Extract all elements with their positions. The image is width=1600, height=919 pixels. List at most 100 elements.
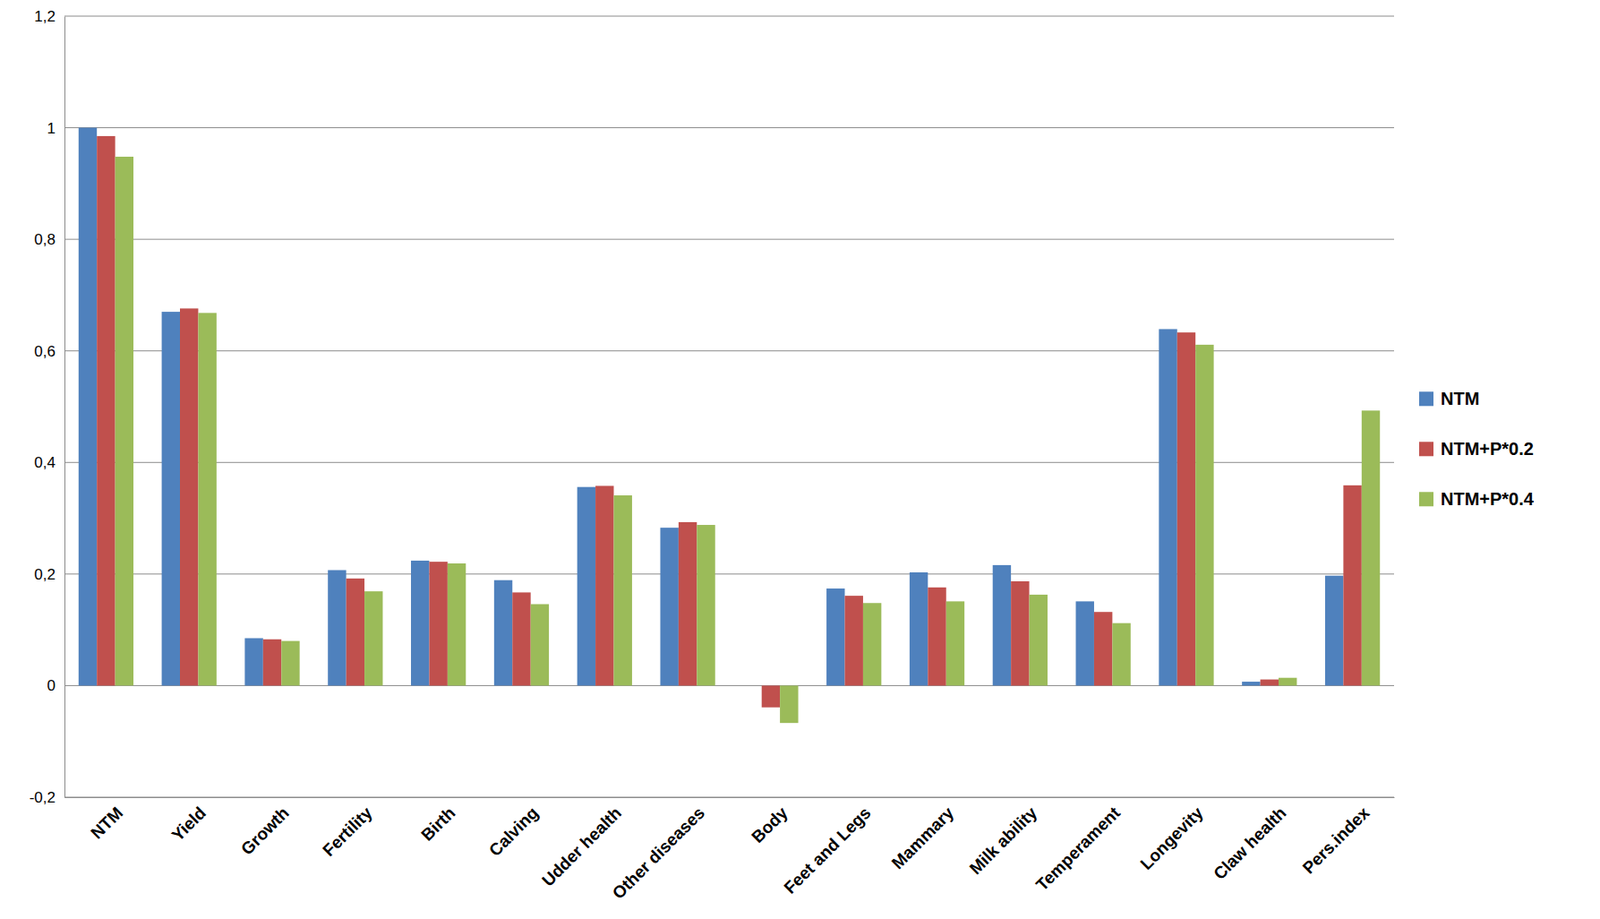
bar bbox=[909, 572, 928, 685]
x-tick-label: Pers.index bbox=[1299, 802, 1374, 877]
bar bbox=[743, 684, 762, 686]
bar bbox=[992, 564, 1011, 686]
bar bbox=[1029, 594, 1048, 686]
bar bbox=[678, 521, 697, 685]
x-axis-line bbox=[65, 796, 1395, 798]
y-tick-label: 0,2 bbox=[34, 565, 56, 583]
bar bbox=[162, 311, 180, 685]
x-tick: Feet and Legs bbox=[779, 796, 874, 898]
grid bbox=[64, 16, 1395, 797]
x-tick-label: Yield bbox=[168, 803, 210, 845]
bar bbox=[78, 128, 97, 686]
bar bbox=[1158, 328, 1177, 685]
bar bbox=[595, 485, 614, 685]
bar bbox=[327, 569, 346, 685]
bar bbox=[1195, 344, 1214, 686]
grid-line bbox=[64, 239, 1395, 240]
x-tick-label: Udder health bbox=[538, 803, 625, 890]
bars bbox=[78, 128, 1380, 724]
legend-swatch bbox=[1419, 441, 1434, 456]
legend-item: NTM+P*0.2 bbox=[1419, 438, 1534, 459]
y-tick: 0,8 bbox=[34, 231, 65, 249]
bar bbox=[244, 637, 263, 685]
bar bbox=[1343, 485, 1361, 686]
bar bbox=[447, 563, 466, 685]
x-tick: Udder health bbox=[538, 796, 625, 890]
y-tick-label: 1 bbox=[47, 119, 56, 137]
bar bbox=[494, 580, 513, 686]
y-tick: 0,6 bbox=[34, 342, 65, 360]
bar bbox=[946, 600, 965, 685]
x-tick: Other diseases bbox=[608, 796, 709, 903]
x-tick-label: Birth bbox=[417, 803, 459, 845]
x-tick-label: Claw health bbox=[1209, 803, 1291, 884]
y-tick: 0,4 bbox=[34, 453, 65, 471]
bar bbox=[179, 308, 198, 685]
x-tick: Mammary bbox=[888, 796, 959, 873]
bar bbox=[1076, 600, 1095, 685]
y-axis-line bbox=[64, 17, 66, 798]
bar bbox=[696, 524, 715, 685]
legend-label: NTM bbox=[1440, 388, 1480, 409]
bar bbox=[410, 560, 429, 686]
legend-item: NTM bbox=[1419, 388, 1480, 409]
bar-series bbox=[78, 128, 1344, 686]
y-tick-label: -0,2 bbox=[29, 788, 56, 806]
grid-line bbox=[64, 127, 1395, 129]
bar bbox=[428, 561, 447, 685]
bar bbox=[115, 156, 134, 685]
bar bbox=[1241, 681, 1260, 685]
x-tick-label: Other diseases bbox=[608, 803, 709, 903]
plot: -0,200,20,40,60,811,2NTMYieldGrowthFerti… bbox=[29, 8, 1395, 903]
bar-series bbox=[115, 156, 1381, 723]
legend: NTM NTM+P*0.2 NTM+P*0.4 bbox=[1419, 388, 1535, 509]
x-tick-label: Longevity bbox=[1137, 802, 1208, 873]
y-tick: 0 bbox=[47, 676, 65, 694]
bar bbox=[826, 588, 845, 685]
bar bbox=[197, 312, 216, 685]
x-tick: Body bbox=[747, 796, 792, 847]
y-axis: -0,2 0 0,2 0,4 0,6 0,8 1 1,2 bbox=[29, 8, 66, 806]
x-axis: NTMYieldGrowthFertilityBirthCalvingUdder… bbox=[65, 796, 1395, 903]
y-tick-label: 0 bbox=[47, 676, 56, 694]
grid-line bbox=[64, 16, 1395, 18]
x-tick: Milk ability bbox=[966, 796, 1042, 878]
bar bbox=[96, 136, 115, 686]
x-tick-label: Mammary bbox=[888, 802, 959, 873]
bar bbox=[1010, 581, 1029, 685]
x-tick-label: Body bbox=[747, 802, 792, 847]
bar bbox=[863, 602, 882, 685]
x-tick: Longevity bbox=[1137, 796, 1208, 873]
bar bbox=[1177, 332, 1196, 685]
y-tick: 1,2 bbox=[34, 8, 65, 26]
x-tick-label: NTM bbox=[86, 803, 127, 843]
bar bbox=[346, 578, 365, 686]
x-tick-label: Calving bbox=[485, 803, 542, 860]
bar bbox=[659, 527, 678, 685]
bar bbox=[613, 495, 632, 685]
y-tick-label: 1,2 bbox=[34, 8, 56, 26]
legend-label: NTM+P*0.2 bbox=[1440, 438, 1534, 459]
bar bbox=[530, 603, 549, 685]
x-tick: Calving bbox=[485, 796, 542, 860]
legend-label: NTM+P*0.4 bbox=[1440, 488, 1535, 509]
bar bbox=[1325, 575, 1344, 686]
bar bbox=[364, 590, 383, 685]
y-tick-label: 0,6 bbox=[34, 342, 56, 360]
legend-swatch bbox=[1419, 391, 1434, 406]
bar bbox=[512, 591, 531, 685]
y-tick: 0,2 bbox=[34, 565, 65, 583]
bar bbox=[1094, 611, 1113, 685]
x-tick: Temperament bbox=[1032, 796, 1124, 895]
x-tick: Yield bbox=[168, 796, 210, 845]
bar bbox=[1260, 679, 1279, 686]
bar bbox=[1278, 677, 1297, 686]
x-tick-label: Growth bbox=[237, 803, 293, 859]
bar bbox=[761, 684, 780, 707]
legend-swatch bbox=[1419, 491, 1434, 506]
bar bbox=[263, 639, 282, 686]
legend-item: NTM+P*0.4 bbox=[1419, 488, 1535, 509]
bar bbox=[281, 641, 300, 686]
x-tick-label: Temperament bbox=[1032, 802, 1124, 894]
x-tick: NTM bbox=[86, 796, 127, 843]
